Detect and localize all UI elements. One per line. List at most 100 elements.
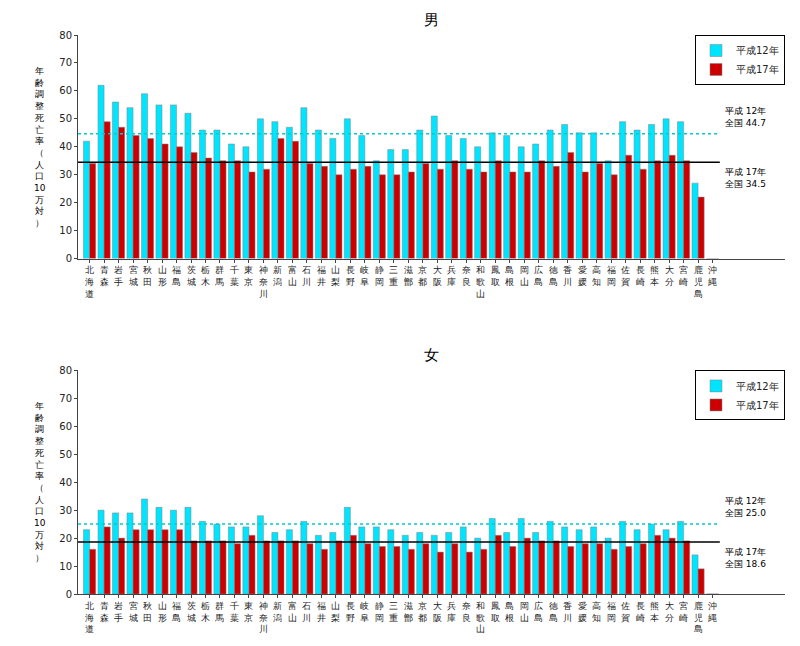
svg-text:30: 30 <box>59 169 72 180</box>
svg-text:岡山: 岡山 <box>520 601 529 623</box>
svg-text:奈良: 奈良 <box>462 265 471 287</box>
svg-text:岩手: 岩手 <box>114 601 123 623</box>
svg-text:80: 80 <box>59 30 72 41</box>
svg-text:鹿児島: 鹿児島 <box>694 601 703 634</box>
svg-text:平成17年: 平成17年 <box>736 400 779 411</box>
svg-text:兵庫: 兵庫 <box>447 601 456 623</box>
svg-text:長野: 長野 <box>346 265 355 287</box>
svg-text:和歌山: 和歌山 <box>476 601 485 634</box>
svg-text:0: 0 <box>66 589 72 600</box>
svg-text:奈良: 奈良 <box>462 601 471 623</box>
svg-text:島根: 島根 <box>505 601 514 623</box>
svg-text:京都: 京都 <box>418 265 427 287</box>
svg-text:栃木: 栃木 <box>201 265 210 287</box>
svg-text:滋鄫: 滋鄫 <box>404 265 413 287</box>
svg-text:千葉: 千葉 <box>230 601 239 623</box>
svg-text:20: 20 <box>59 197 72 208</box>
svg-text:富山: 富山 <box>288 601 297 623</box>
svg-text:50: 50 <box>59 449 72 460</box>
svg-text:東京: 東京 <box>244 601 253 623</box>
svg-text:香川: 香川 <box>563 265 572 287</box>
svg-text:佐賀: 佐賀 <box>621 601 630 623</box>
svg-text:栃木: 栃木 <box>201 601 210 623</box>
svg-text:60: 60 <box>59 421 72 432</box>
svg-text:大阪: 大阪 <box>433 265 442 287</box>
svg-text:福島: 福島 <box>172 265 181 287</box>
svg-text:男: 男 <box>424 11 439 29</box>
svg-text:香川: 香川 <box>563 601 572 623</box>
svg-text:三重: 三重 <box>389 601 398 623</box>
svg-text:宮城: 宮城 <box>128 265 138 287</box>
svg-text:岡山: 岡山 <box>520 265 529 287</box>
svg-text:和歌山: 和歌山 <box>476 265 485 298</box>
svg-text:福岡: 福岡 <box>607 265 616 287</box>
svg-text:岩手: 岩手 <box>114 265 123 287</box>
svg-text:70: 70 <box>59 57 72 68</box>
svg-text:佐賀: 佐賀 <box>621 265 630 287</box>
svg-text:大阪: 大阪 <box>433 601 442 623</box>
svg-text:静岡: 静岡 <box>375 265 384 287</box>
svg-text:愛媛: 愛媛 <box>578 265 587 287</box>
svg-text:東京: 東京 <box>244 265 253 287</box>
svg-text:山形: 山形 <box>158 265 167 287</box>
svg-text:40: 40 <box>59 477 72 488</box>
svg-text:20: 20 <box>59 533 72 544</box>
svg-text:高知: 高知 <box>592 601 601 623</box>
svg-text:熊本: 熊本 <box>650 265 659 287</box>
svg-text:女: 女 <box>424 346 439 364</box>
svg-text:平成 12年全国 44.7: 平成 12年全国 44.7 <box>725 106 766 128</box>
svg-text:40: 40 <box>59 141 72 152</box>
svg-text:群馬: 群馬 <box>214 601 224 623</box>
svg-text:鳳取: 鳳取 <box>491 265 500 287</box>
svg-text:長崎: 長崎 <box>636 265 645 287</box>
svg-text:平成17年: 平成17年 <box>736 64 779 75</box>
svg-text:福岡: 福岡 <box>607 601 616 623</box>
svg-text:平成 12年全国 25.0: 平成 12年全国 25.0 <box>725 496 766 518</box>
svg-text:新潟: 新潟 <box>273 601 282 623</box>
svg-text:富山: 富山 <box>288 265 297 287</box>
svg-text:岐阜: 岐阜 <box>360 601 369 623</box>
svg-text:秋田: 秋田 <box>143 265 152 287</box>
svg-text:静岡: 静岡 <box>375 601 384 623</box>
svg-text:茨城: 茨城 <box>186 601 196 623</box>
svg-text:福井: 福井 <box>317 265 326 287</box>
svg-text:石川: 石川 <box>302 601 311 623</box>
svg-text:徳島: 徳島 <box>549 265 558 287</box>
svg-text:高知: 高知 <box>592 265 601 287</box>
svg-text:平成 17年全国 34.5: 平成 17年全国 34.5 <box>725 167 766 189</box>
svg-text:兵庫: 兵庫 <box>447 265 456 287</box>
svg-text:長野: 長野 <box>346 601 355 623</box>
svg-text:愛媛: 愛媛 <box>578 601 587 623</box>
svg-text:沖縄: 沖縄 <box>707 601 717 623</box>
svg-text:岐阜: 岐阜 <box>360 265 369 287</box>
svg-text:大分: 大分 <box>665 601 674 623</box>
svg-text:群馬: 群馬 <box>214 265 224 287</box>
svg-text:山梨: 山梨 <box>331 601 340 623</box>
svg-text:滋鄫: 滋鄫 <box>404 601 413 623</box>
svg-text:北海道: 北海道 <box>85 601 94 634</box>
svg-text:千葉: 千葉 <box>230 265 239 287</box>
svg-text:青森: 青森 <box>100 601 109 623</box>
svg-text:0: 0 <box>66 253 72 264</box>
svg-text:北海道: 北海道 <box>85 265 94 298</box>
svg-text:50: 50 <box>59 113 72 124</box>
svg-text:宮崎: 宮崎 <box>679 265 688 287</box>
svg-text:茨城: 茨城 <box>186 265 196 287</box>
svg-text:長崎: 長崎 <box>636 601 645 623</box>
svg-text:新潟: 新潟 <box>273 265 282 287</box>
svg-text:平成12年: 平成12年 <box>736 381 779 392</box>
svg-text:70: 70 <box>59 393 72 404</box>
svg-text:年齢調整死亡率（人口10万対）: 年齢調整死亡率（人口10万対） <box>34 66 46 228</box>
svg-text:宮城: 宮城 <box>128 601 138 623</box>
svg-text:福井: 福井 <box>317 601 326 623</box>
svg-text:沖縄: 沖縄 <box>707 265 717 287</box>
svg-text:三重: 三重 <box>389 265 398 287</box>
svg-text:10: 10 <box>59 561 72 572</box>
svg-text:山形: 山形 <box>158 601 167 623</box>
svg-text:福島: 福島 <box>172 601 181 623</box>
svg-text:神奈川: 神奈川 <box>259 601 268 634</box>
svg-text:鳳取: 鳳取 <box>491 601 500 623</box>
svg-text:10: 10 <box>59 225 72 236</box>
svg-text:青森: 青森 <box>100 265 109 287</box>
svg-text:広島: 広島 <box>534 265 543 287</box>
